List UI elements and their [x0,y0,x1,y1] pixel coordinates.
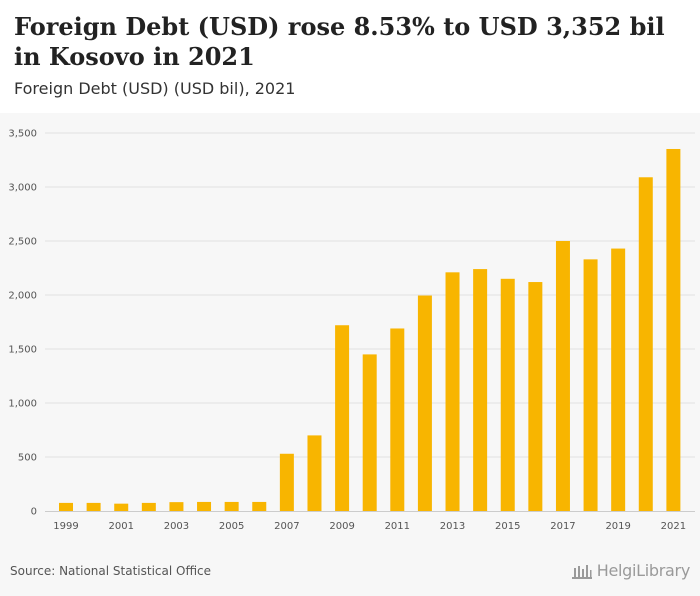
bar-2017 [555,241,570,511]
x-tick-label: 2017 [550,521,575,532]
y-tick-label: 2,500 [8,237,37,248]
bar-2019 [611,248,626,511]
bar-2021 [666,148,681,512]
bar-chart: 0 500 1,000 1,500 2,000 2,500 3,000 3,500 1999 2… [8,129,695,532]
bar-2011 [390,328,405,511]
x-tick-label: 1999 [53,521,78,532]
x-tick-label: 2009 [329,521,354,532]
bar-2012 [417,295,432,511]
bar-2004 [197,501,212,511]
x-axis-ticks: 1999 2001 2003 2005 2007 2009 2011 2013 2015 2017… [53,521,686,532]
x-tick-label: 2005 [219,521,244,532]
x-tick-label: 2013 [440,521,465,532]
chart-subtitle: Foreign Debt (USD) (USD bil), 2021 [14,79,296,98]
bar-2007 [279,453,294,511]
bar-2005 [224,501,239,511]
bar-2009 [335,325,350,511]
bar-2003 [169,502,184,511]
x-tick-label: 2021 [661,521,686,532]
x-tick-label: 2015 [495,521,520,532]
bar-2000 [86,502,101,511]
x-tick-label: 2007 [274,521,299,532]
bar-2015 [500,278,515,511]
x-tick-label: 2011 [385,521,410,532]
y-tick-label: 3,500 [8,129,37,140]
bar-2006 [252,501,267,511]
y-tick-label: 1,000 [8,399,37,410]
bar-2010 [362,354,377,511]
y-tick-label: 3,000 [8,183,37,194]
y-tick-label: 500 [18,453,37,464]
x-tick-label: 2001 [108,521,133,532]
y-axis-ticks: 0 500 1,000 1,500 2,000 2,500 3,000 3,500 [8,129,37,518]
y-tick-label: 2,000 [8,291,37,302]
y-tick-label: 1,500 [8,345,37,356]
chart-header: Foreign Debt (USD) rose 8.53% to USD 3,3… [0,0,700,113]
x-tick-label: 2019 [605,521,630,532]
bar-1999 [59,502,73,511]
x-tick-label: 2003 [164,521,189,532]
bar-2008 [307,435,322,511]
chart-footer: Source: National Statistical Office Helg… [0,555,700,596]
bar-2002 [141,502,156,511]
bar-2014 [473,269,488,511]
logo-text: HelgiLibrary [596,561,691,580]
bar-2020 [638,177,653,511]
source-note: Source: National Statistical Office [10,564,212,578]
bar-2013 [445,272,460,511]
library-building-icon [571,564,592,579]
helgi-library-logo: HelgiLibrary [571,561,690,580]
chart-title: Foreign Debt (USD) rose 8.53% to USD 3,3… [14,12,665,71]
bar-2018 [583,259,598,511]
bars [59,148,681,512]
y-tick-label: 0 [31,507,37,518]
bar-2016 [528,282,543,511]
bar-2001 [114,503,129,511]
